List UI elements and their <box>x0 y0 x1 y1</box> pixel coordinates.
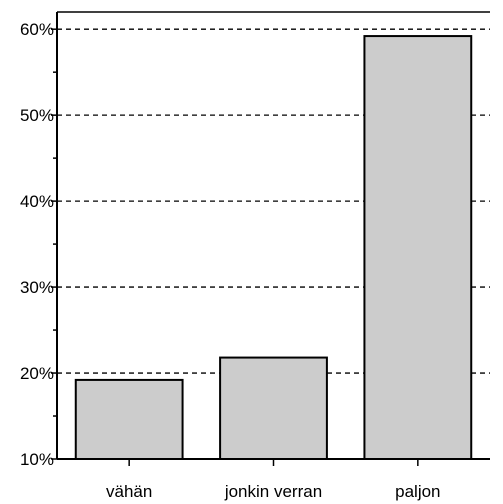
bar <box>219 356 328 461</box>
x-tick-label: jonkin verran <box>224 482 322 501</box>
y-tick-label: 50% <box>20 106 54 125</box>
bar <box>363 35 473 460</box>
x-tick-label: paljon <box>395 482 440 501</box>
y-tick-label: 60% <box>20 20 54 39</box>
bars <box>74 35 473 461</box>
y-tick-label: 30% <box>20 278 54 297</box>
axes <box>51 11 490 466</box>
y-tick-label: 40% <box>20 192 54 211</box>
labels: 10% 20% 30% 40% 50% 60% vähän jonkin verran palj… <box>20 20 441 501</box>
x-tick-label: vähän <box>106 482 152 501</box>
y-tick-label: 20% <box>20 364 54 383</box>
y-tick-label: 10% <box>20 450 54 469</box>
bar <box>74 378 184 460</box>
